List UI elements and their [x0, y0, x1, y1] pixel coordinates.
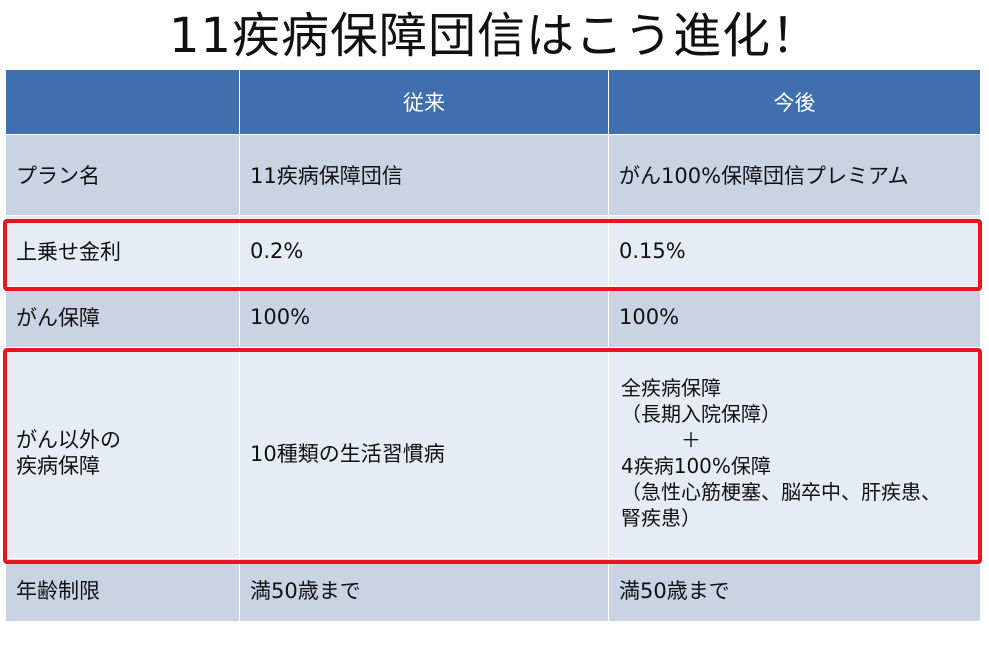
row-before-value: 11疾病保障団信 [240, 135, 609, 215]
page-title: 11疾病保障団信はこう進化！ [168, 8, 821, 64]
row-after-value: 全疾病保障 （長期入院保障） ＋ 4疾病100%保障 （急性心筋梗塞、脳卒中、肝… [609, 348, 980, 558]
table-row-plan: プラン名 11疾病保障団信 がん100%保障団信プレミアム [6, 135, 980, 216]
row-label: 上乗せ金利 [6, 216, 240, 286]
table-row-other-diseases: がん以外の 疾病保障 10種類の生活習慣病 全疾病保障 （長期入院保障） ＋ 4… [6, 348, 980, 559]
row-after-value: 0.15% [609, 216, 980, 286]
row-before-value: 100% [240, 287, 609, 347]
table-row-rate: 上乗せ金利 0.2% 0.15% [6, 216, 980, 287]
row-before-value: 10種類の生活習慣病 [240, 348, 609, 558]
row-after-value: がん100%保障団信プレミアム [609, 135, 980, 215]
row-label: プラン名 [6, 135, 240, 215]
row-label: がん保障 [6, 287, 240, 347]
row-label: がん以外の 疾病保障 [6, 348, 240, 558]
row-before-value: 0.2% [240, 216, 609, 286]
header-cell-after: 今後 [609, 70, 980, 134]
header-cell-empty [6, 70, 240, 134]
row-label: 年齢制限 [6, 559, 240, 621]
table-header-row: 従来 今後 [6, 70, 980, 135]
table-row-cancer: がん保障 100% 100% [6, 287, 980, 348]
row-before-value: 満50歳まで [240, 559, 609, 621]
row-after-value: 100% [609, 287, 980, 347]
row-after-value: 満50歳まで [609, 559, 980, 621]
header-cell-before: 従来 [240, 70, 609, 134]
comparison-table: 従来 今後 プラン名 11疾病保障団信 がん100%保障団信プレミアム 上乗せ金… [6, 70, 980, 622]
table-row-age: 年齢制限 満50歳まで 満50歳まで [6, 559, 980, 622]
